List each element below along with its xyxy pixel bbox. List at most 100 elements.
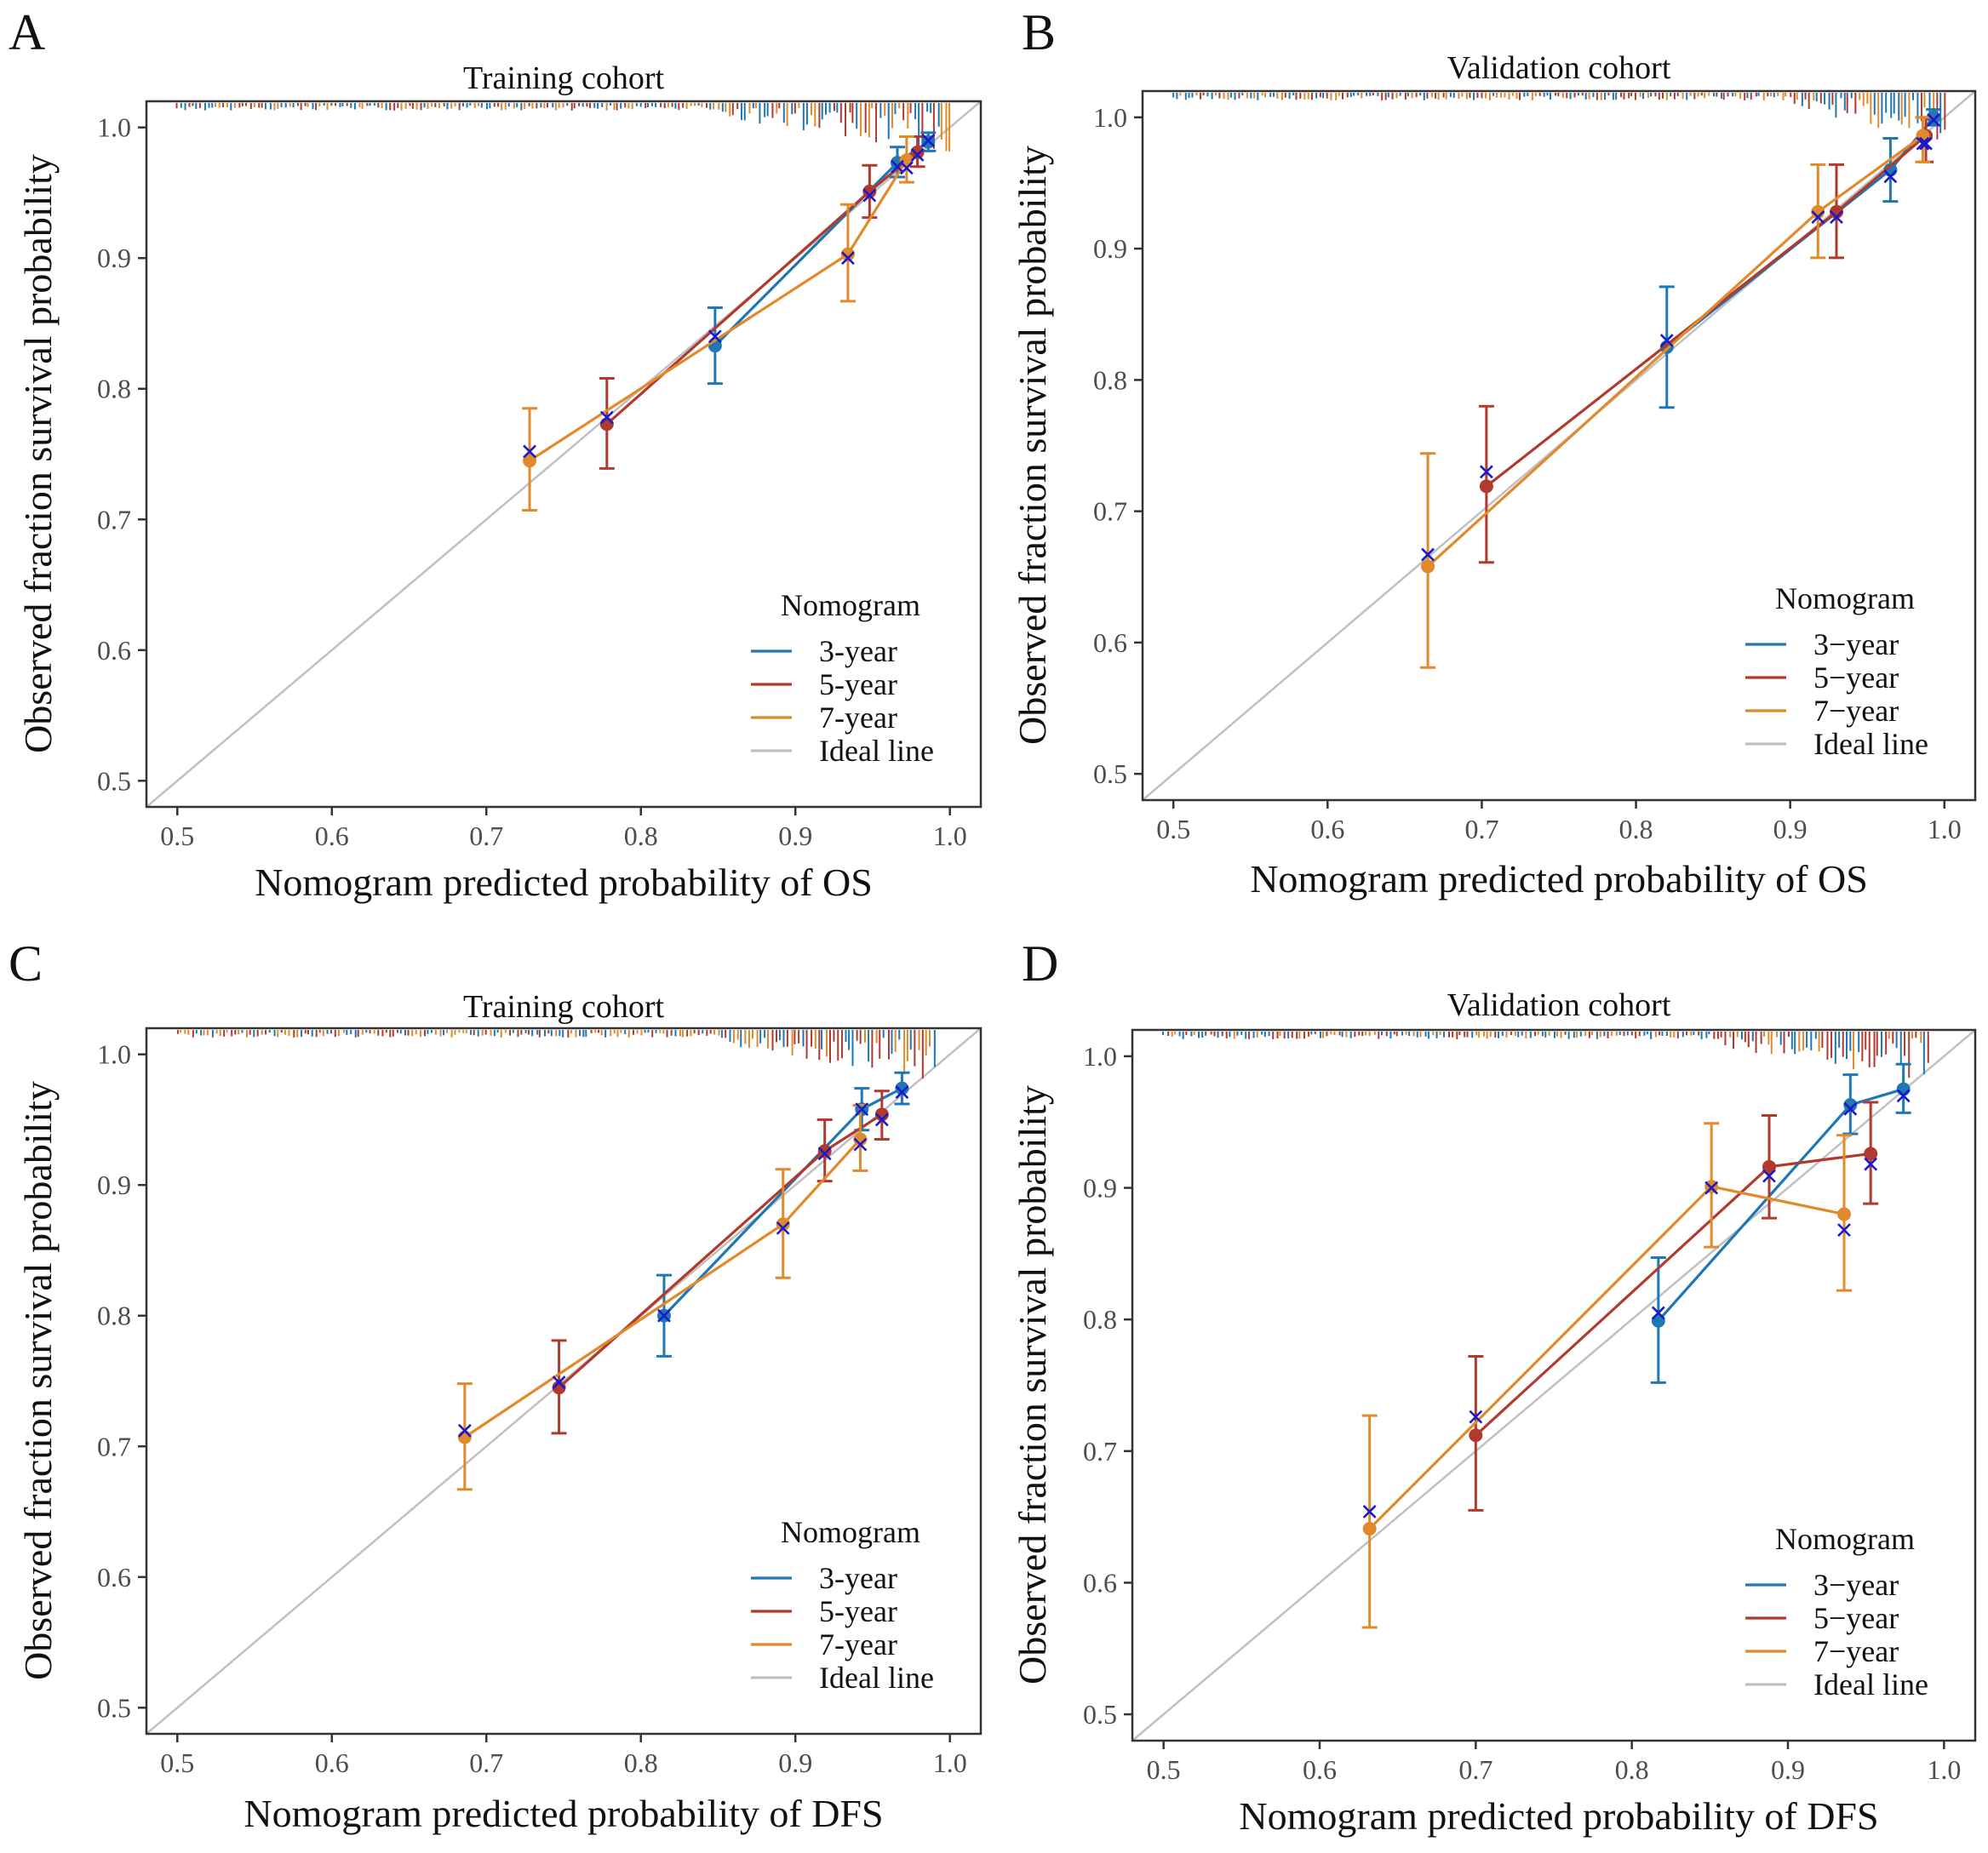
observed-marker bbox=[1864, 1157, 1878, 1171]
data-point bbox=[910, 145, 925, 159]
observed-marker bbox=[910, 148, 925, 162]
chart-title: Validation cohort bbox=[1447, 987, 1671, 1023]
y-axis-label: Observed fraction survival probability bbox=[1011, 146, 1054, 745]
x-tick-label: 0.6 bbox=[315, 821, 349, 851]
x-tick-label: 0.8 bbox=[624, 1747, 658, 1778]
x-tick-label: 1.0 bbox=[933, 1747, 967, 1778]
observed-marker bbox=[776, 1221, 790, 1235]
observed-marker bbox=[1811, 210, 1825, 225]
observed-marker bbox=[841, 251, 855, 266]
observed-marker bbox=[874, 1112, 889, 1127]
observed-marker bbox=[552, 1375, 566, 1389]
panel-letter: D bbox=[1022, 935, 1058, 992]
legend-label: 5-year bbox=[819, 667, 897, 701]
x-tick-label: 0.5 bbox=[1147, 1754, 1181, 1785]
legend-label: Ideal line bbox=[819, 1661, 934, 1695]
observed-marker bbox=[1837, 1223, 1851, 1237]
x-tick-label: 0.9 bbox=[1773, 814, 1808, 844]
legend-title: Nomogram bbox=[1775, 1522, 1915, 1556]
ideal-line bbox=[1132, 1030, 1975, 1741]
x-tick-label: 0.7 bbox=[1458, 1754, 1492, 1785]
data-point bbox=[817, 1144, 832, 1158]
data-point bbox=[457, 1430, 472, 1444]
observed-marker bbox=[1762, 1169, 1776, 1183]
x-tick-label: 0.8 bbox=[624, 821, 658, 851]
plot-frame bbox=[1131, 1028, 1977, 1742]
ideal-line bbox=[146, 1028, 981, 1734]
observed-marker bbox=[1704, 1181, 1719, 1195]
observed-marker bbox=[657, 1308, 671, 1323]
legend-label: 5-year bbox=[819, 1594, 897, 1628]
y-tick-label: 0.9 bbox=[97, 1170, 131, 1200]
panel-B: B Validation cohort 0.5 0.6 0.7 0.8 0.9 1.0 0.5 0… bbox=[1011, 4, 1977, 901]
observed-marker bbox=[1919, 136, 1933, 151]
series-5-year bbox=[551, 1089, 890, 1435]
y-tick-label: 1.0 bbox=[97, 1039, 131, 1070]
y-axis-label: Observed fraction survival probability bbox=[16, 154, 60, 753]
x-axis-label: Nomogram predicted probability of DFS bbox=[1239, 1794, 1878, 1838]
y-tick-label: 0.6 bbox=[1083, 1567, 1117, 1598]
observed-marker bbox=[1651, 1306, 1665, 1320]
observed-marker bbox=[599, 410, 614, 425]
observed-marker bbox=[1830, 210, 1843, 225]
data-point bbox=[1837, 1207, 1851, 1221]
legend-label: Ideal line bbox=[1813, 727, 1928, 761]
x-tick-label: 0.6 bbox=[1310, 814, 1344, 844]
y-axis-label: Observed fraction survival probability bbox=[1011, 1085, 1054, 1684]
data-point bbox=[1843, 1098, 1858, 1112]
legend-label: 5−year bbox=[1813, 1601, 1899, 1635]
data-point bbox=[1362, 1522, 1377, 1536]
observed-marker bbox=[708, 329, 722, 344]
y-tick-label: 0.7 bbox=[97, 504, 131, 535]
observed-marker bbox=[895, 1085, 909, 1100]
chart-title: Validation cohort bbox=[1447, 50, 1671, 86]
data-point bbox=[862, 184, 877, 198]
y-tick-label: 0.6 bbox=[97, 1562, 131, 1593]
x-tick-label: 0.5 bbox=[160, 1747, 194, 1778]
observed-marker bbox=[1916, 136, 1930, 151]
panel-C: C Training cohort 0.5 0.6 0.7 0.8 0.9 1.0 0.5 0.6… bbox=[9, 935, 983, 1835]
legend-label: 5−year bbox=[1813, 661, 1899, 695]
y-tick-label: 0.6 bbox=[97, 635, 131, 666]
y-tick-label: 0.9 bbox=[1083, 1173, 1117, 1204]
legend-label: 7−year bbox=[1813, 1634, 1899, 1668]
y-tick-label: 0.5 bbox=[1083, 1699, 1117, 1730]
observed-marker bbox=[853, 1137, 868, 1152]
series-line bbox=[1368, 1185, 1845, 1530]
panel-letter: A bbox=[9, 4, 45, 60]
observed-marker bbox=[1421, 547, 1435, 562]
x-tick-label: 0.8 bbox=[1619, 814, 1653, 844]
x-tick-label: 0.9 bbox=[1771, 1754, 1805, 1785]
data-point bbox=[1864, 1147, 1878, 1161]
observed-marker bbox=[1843, 1101, 1858, 1116]
data-point bbox=[840, 247, 855, 261]
observed-marker bbox=[457, 1423, 472, 1438]
y-tick-label: 0.8 bbox=[1083, 1304, 1117, 1335]
data-point bbox=[1479, 479, 1493, 494]
y-tick-label: 0.5 bbox=[97, 1692, 131, 1723]
data-point bbox=[776, 1217, 790, 1232]
x-tick-label: 0.8 bbox=[1615, 1754, 1649, 1785]
legend-title: Nomogram bbox=[781, 1515, 920, 1549]
chart-title: Training cohort bbox=[463, 60, 665, 96]
series-line bbox=[558, 1112, 883, 1389]
data-point bbox=[1762, 1159, 1776, 1174]
x-tick-label: 0.9 bbox=[778, 1747, 812, 1778]
y-tick-label: 0.5 bbox=[1093, 758, 1127, 789]
observed-marker bbox=[1927, 113, 1941, 127]
data-point bbox=[1421, 559, 1435, 574]
observed-marker bbox=[1659, 334, 1674, 348]
data-point bbox=[853, 1132, 868, 1147]
rug-marks bbox=[176, 1030, 936, 1079]
plot-frame bbox=[1141, 89, 1977, 802]
series-line bbox=[1475, 1152, 1871, 1437]
panel-A: A Training cohort 0.5 0.6 0.7 0.8 0.9 1.0 0.5 0.6… bbox=[9, 4, 983, 904]
x-tick-label: 0.9 bbox=[778, 821, 812, 851]
y-tick-label: 0.7 bbox=[1083, 1436, 1117, 1467]
rug-marks bbox=[175, 103, 951, 152]
legend-label: 3-year bbox=[819, 1561, 897, 1595]
x-tick-label: 0.6 bbox=[1303, 1754, 1337, 1785]
legend-label: 7−year bbox=[1813, 694, 1899, 728]
